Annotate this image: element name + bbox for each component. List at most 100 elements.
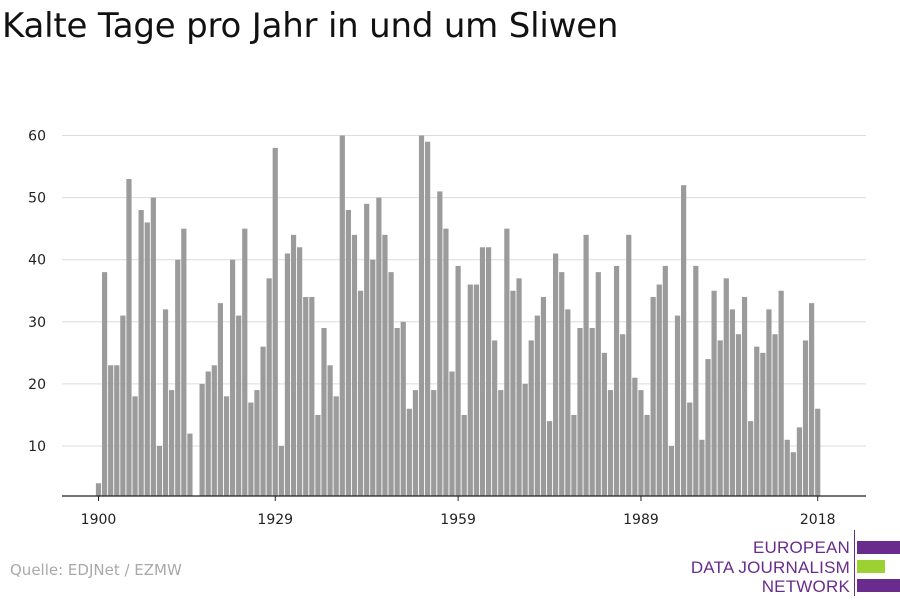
bar-1957 <box>443 228 449 496</box>
bar-1930 <box>278 446 284 496</box>
bar-2004 <box>729 309 735 496</box>
bar-1972 <box>534 315 540 496</box>
bar-1994 <box>668 446 675 496</box>
y-tick-label: 20 <box>28 377 46 393</box>
bar-1950 <box>400 321 406 496</box>
bar-1983 <box>601 352 607 496</box>
logo-line-network: NETWORK <box>761 577 850 596</box>
bar-2001 <box>711 290 717 496</box>
bar-1925 <box>248 402 254 496</box>
x-tick-label: 2018 <box>800 512 836 528</box>
bar-1933 <box>297 247 303 496</box>
bar-1965 <box>492 340 498 496</box>
y-tick-label: 40 <box>28 253 46 269</box>
bar-1917 <box>199 383 205 496</box>
bar-1966 <box>498 390 504 496</box>
bar-1963 <box>479 247 486 496</box>
y-ticks: 10 20 30 40 50 60 <box>28 129 46 456</box>
bar-1936 <box>315 414 321 496</box>
bar-1981 <box>589 328 595 496</box>
bar-1945 <box>370 259 376 496</box>
bar-2011 <box>772 334 778 496</box>
bars <box>95 135 821 497</box>
bar-2002 <box>717 340 723 496</box>
bar-1954 <box>425 141 431 496</box>
logo-line-data-journalism: DATA JOURNALISM <box>690 557 850 577</box>
bar-1949 <box>394 328 400 496</box>
y-tick-label: 50 <box>28 191 46 207</box>
bar-1969 <box>516 278 522 496</box>
bar-2012 <box>778 290 784 496</box>
bar-1914 <box>181 228 187 496</box>
bar-1941 <box>345 210 351 496</box>
bar-1993 <box>662 265 668 496</box>
bar-1920 <box>217 303 223 496</box>
bar-1956 <box>437 191 443 496</box>
gridlines <box>62 135 866 447</box>
bar-1982 <box>595 272 601 496</box>
logo-divider <box>854 530 855 596</box>
bar-1907 <box>138 210 144 496</box>
x-ticks: 1900 1929 1959 1989 2018 <box>81 496 836 528</box>
logo-line-european: EUROPEAN <box>752 538 850 557</box>
bar-2003 <box>723 278 729 496</box>
bar-1938 <box>327 365 333 496</box>
bar-1968 <box>510 290 516 496</box>
bar-2008 <box>754 346 760 496</box>
bar-1939 <box>333 396 339 496</box>
y-tick-label: 10 <box>28 439 46 455</box>
bar-1910 <box>156 446 163 496</box>
bar-1905 <box>126 178 132 496</box>
logo-bar-purple-bottom <box>857 579 900 592</box>
bar-1998 <box>693 265 699 496</box>
bar-1931 <box>284 253 291 496</box>
bar-1952 <box>412 390 419 496</box>
bar-1908 <box>144 222 150 496</box>
bar-1990 <box>644 414 650 496</box>
bar-1951 <box>406 408 412 496</box>
bar-1988 <box>632 377 638 496</box>
chart-title: Kalte Tage pro Jahr in und um Sliwen <box>2 6 619 46</box>
bar-2014 <box>790 452 796 496</box>
bar-1918 <box>205 371 211 496</box>
bar-1942 <box>351 234 358 497</box>
bar-2007 <box>748 421 754 496</box>
x-tick-label: 1929 <box>257 512 293 528</box>
bar-1979 <box>577 328 583 496</box>
bar-2016 <box>802 340 809 496</box>
bar-1906 <box>132 396 138 496</box>
bar-1912 <box>169 390 175 496</box>
bar-1962 <box>473 284 479 496</box>
bar-1911 <box>162 309 169 496</box>
bar-1924 <box>242 228 248 496</box>
bar-2013 <box>784 439 790 496</box>
bar-2015 <box>796 427 803 496</box>
bar-1973 <box>540 296 547 496</box>
bar-1915 <box>187 433 193 496</box>
bar-1903 <box>114 365 120 496</box>
bar-1995 <box>674 315 681 496</box>
bar-1970 <box>522 383 528 496</box>
bar-1959 <box>455 265 461 496</box>
bar-1955 <box>431 390 437 496</box>
bar-2009 <box>760 352 766 496</box>
bar-1948 <box>388 272 394 496</box>
bar-1934 <box>303 296 309 496</box>
bar-1904 <box>120 315 126 496</box>
bar-1953 <box>418 135 425 496</box>
bar-2017 <box>809 303 815 496</box>
bar-chart: 1900 1929 1959 1989 2018 10 20 30 40 50 60 <box>28 129 866 528</box>
bar-1984 <box>607 390 614 496</box>
x-tick-label: 1900 <box>81 512 117 528</box>
bar-1922 <box>229 259 236 496</box>
bar-1940 <box>339 135 345 496</box>
bar-1943 <box>357 290 364 496</box>
bar-1971 <box>528 340 534 496</box>
source-note: Quelle: EDJNet / EZMW <box>10 561 182 579</box>
bar-2018 <box>815 408 821 496</box>
bar-1927 <box>260 346 266 496</box>
bar-1989 <box>638 390 644 496</box>
bar-1987 <box>626 234 632 497</box>
bar-1960 <box>461 414 467 496</box>
bar-1919 <box>211 365 217 496</box>
